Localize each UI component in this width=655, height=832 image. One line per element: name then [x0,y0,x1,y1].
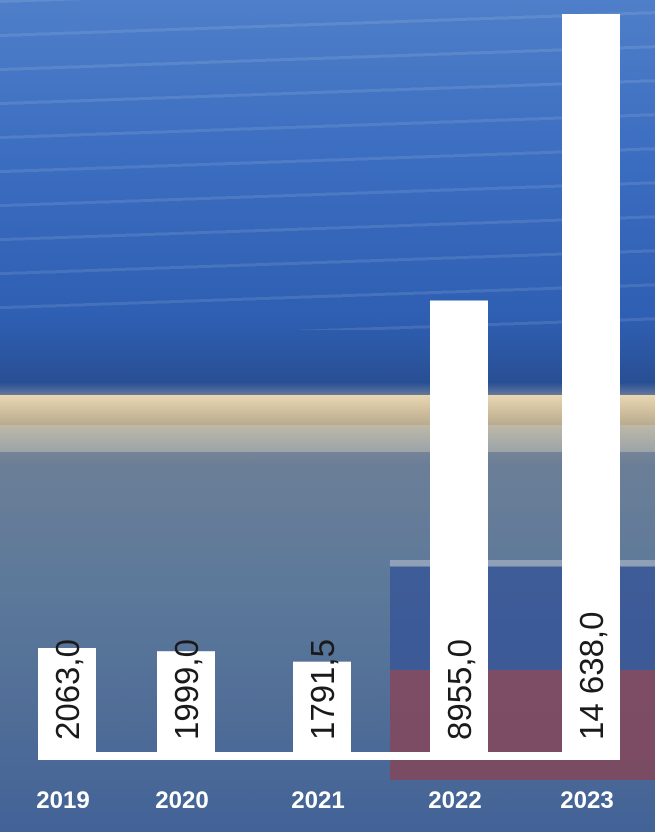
x-tick-label: 2021 [291,787,344,814]
x-tick-label: 2020 [155,787,208,814]
value-label: 1791,5 [304,639,341,740]
value-label: 14 638,0 [573,612,610,740]
x-tick-label: 2023 [560,787,613,814]
x-tick-label: 2019 [36,787,89,814]
value-label: 1999,0 [168,639,205,740]
page: {"chart_data": {"type": "bar", "categori… [0,0,655,832]
value-label: 2063,0 [49,639,86,740]
value-label: 8955,0 [441,639,478,740]
x-tick-label: 2022 [428,787,481,814]
baseline [38,752,620,760]
chart: 2063,0 2019 1999,0 2020 1791,5 2021 8955,0 2022… [0,0,655,832]
